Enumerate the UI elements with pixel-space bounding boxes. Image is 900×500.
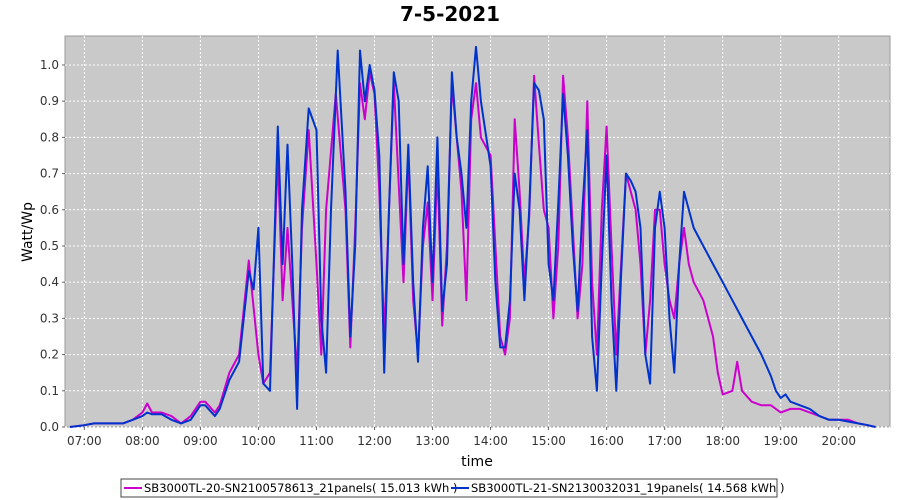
y-tick-label-0: 0.0 (40, 420, 59, 434)
x-tick-label-7: 14:00 (473, 434, 508, 448)
series-layer (69, 45, 876, 428)
x-axis-label: time (461, 454, 493, 470)
x-tick-label-0: 07:00 (67, 434, 102, 448)
x-tick-label-10: 17:00 (647, 434, 682, 448)
x-axis-ticks: 07:00 08:00 09:00 10:00 11:00 12:00 13:00 14:00… (67, 427, 856, 448)
x-tick-label-4: 11:00 (299, 434, 334, 448)
y-tick-label-4: 0.4 (40, 275, 59, 289)
x-tick-label-8: 15:00 (531, 434, 566, 448)
y-tick-label-7: 0.7 (40, 167, 59, 181)
x-tick-label-6: 13:00 (415, 434, 450, 448)
y-tick-label-9: 0.9 (40, 94, 59, 108)
x-tick-label-1: 08:00 (125, 434, 160, 448)
x-tick-label-5: 12:00 (357, 434, 392, 448)
y-tick-label-10: 1.0 (40, 58, 59, 72)
x-tick-label-3: 10:00 (241, 434, 276, 448)
y-axis-ticks: 0.0 0.1 0.2 0.3 0.4 0.5 0.6 0.7 0.8 0.9 1.0 (40, 58, 65, 434)
legend-label-2: SB3000TL-21-SN2130032031_19panels( 14.56… (471, 481, 784, 495)
x-tick-label-13: 20:00 (821, 434, 856, 448)
y-tick-label-1: 0.1 (40, 384, 59, 398)
y-tick-label-8: 0.8 (40, 130, 59, 144)
legend-label-1: SB3000TL-20-SN2100578613_21panels( 15.01… (144, 481, 457, 495)
y-axis-label: Watt/Wp (20, 202, 36, 262)
chart-title: 7-5-2021 (400, 2, 500, 26)
y-tick-label-3: 0.3 (40, 311, 59, 325)
x-tick-label-9: 16:00 (589, 434, 624, 448)
y-tick-label-6: 0.6 (40, 203, 59, 217)
y-tick-label-5: 0.5 (40, 239, 59, 253)
x-tick-label-2: 09:00 (183, 434, 218, 448)
series-line-2 (69, 45, 876, 428)
x-tick-label-12: 19:00 (763, 434, 798, 448)
legend-box (120, 478, 778, 498)
legend: SB3000TL-20-SN2100578613_21panels( 15.01… (120, 478, 784, 498)
x-tick-label-11: 18:00 (705, 434, 740, 448)
y-tick-label-2: 0.2 (40, 348, 59, 362)
